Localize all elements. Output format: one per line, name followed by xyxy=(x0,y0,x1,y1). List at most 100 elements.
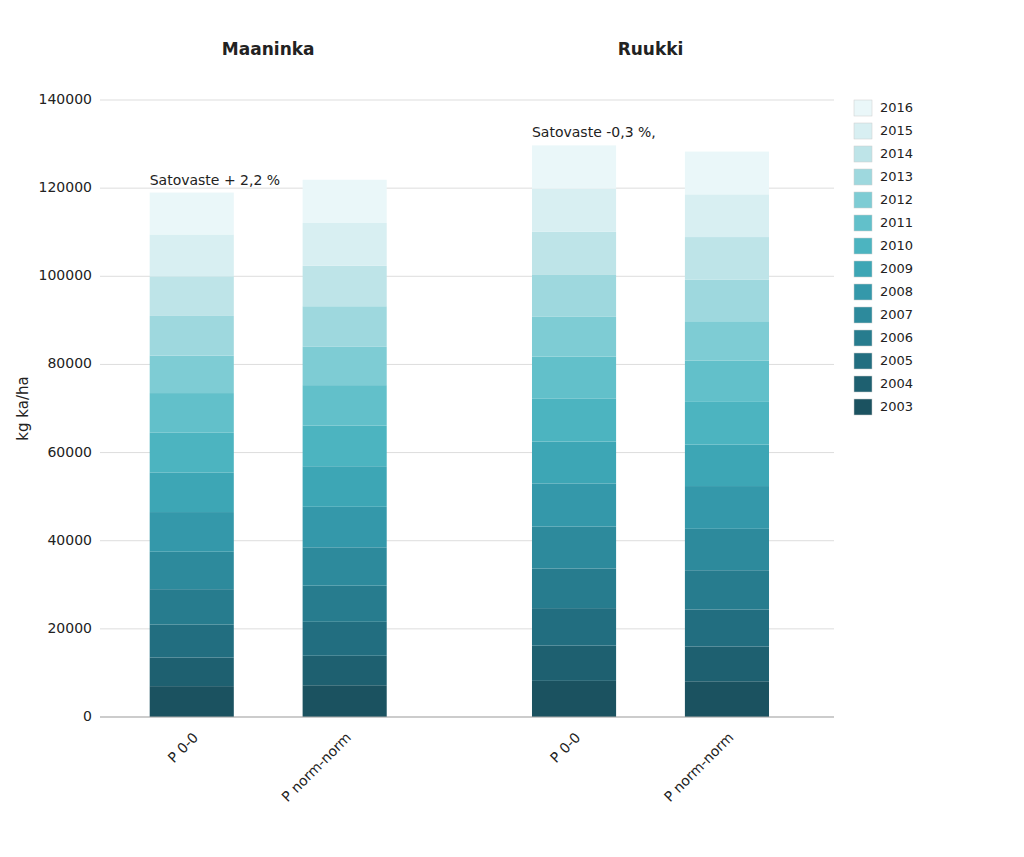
chart: 0 20000 40000 60000 80000 100000 120000 140000 P… xyxy=(0,0,1024,857)
legend-swatch xyxy=(854,146,872,162)
bar-segment xyxy=(685,529,769,570)
bar-segment xyxy=(303,656,387,686)
bar-segment xyxy=(685,445,769,486)
bar-segment xyxy=(150,234,234,276)
legend-label: 2005 xyxy=(880,353,913,368)
bar-segment xyxy=(303,685,387,717)
bar-segment xyxy=(532,442,616,484)
legend: 2016201520142013201220112010200920082007… xyxy=(854,100,913,416)
legend-swatch xyxy=(854,169,872,185)
legend-swatch xyxy=(854,353,872,369)
y-tick-label: 0 xyxy=(83,708,92,724)
bar-segment xyxy=(303,223,387,266)
legend-swatch xyxy=(854,100,872,116)
y-tick-label: 140000 xyxy=(39,91,92,107)
bar-segment xyxy=(150,686,234,717)
legend-swatch xyxy=(854,123,872,139)
bar-segment xyxy=(150,276,234,316)
bar-segment xyxy=(685,280,769,321)
y-tick-label: 120000 xyxy=(39,179,92,195)
legend-swatch xyxy=(854,399,872,415)
bar-segment xyxy=(150,433,234,473)
grid-line xyxy=(100,717,834,718)
bar-segment xyxy=(532,356,616,398)
grid-line xyxy=(100,100,834,101)
bar-segment xyxy=(685,646,769,681)
legend-label: 2009 xyxy=(880,261,913,276)
group-label: Maaninka xyxy=(222,39,315,59)
y-tick-label: 60000 xyxy=(47,444,92,460)
legend-label: 2010 xyxy=(880,238,913,253)
bar-segment xyxy=(685,152,769,195)
bar-segment xyxy=(303,622,387,656)
bar-segment xyxy=(532,608,616,645)
y-axis-label: kg ka/ha xyxy=(14,376,32,440)
bar-segment xyxy=(303,180,387,223)
bar-segment xyxy=(303,266,387,307)
annotation: Satovaste + 2,2 % xyxy=(150,172,280,188)
x-tick-label: P norm-norm xyxy=(278,729,354,805)
legend-label: 2008 xyxy=(880,284,913,299)
legend-label: 2012 xyxy=(880,192,913,207)
y-tick-label: 40000 xyxy=(47,532,92,548)
x-axis-line xyxy=(100,717,834,718)
bar-segment xyxy=(150,472,234,512)
annotation: Satovaste -0,3 %, xyxy=(532,124,656,140)
y-tick-label: 20000 xyxy=(47,620,92,636)
bar-segment xyxy=(150,589,234,624)
bar-segment xyxy=(303,306,387,347)
bar-segment xyxy=(532,145,616,188)
bar-segment xyxy=(303,586,387,622)
bar-segment xyxy=(532,232,616,275)
bar-segment xyxy=(685,609,769,646)
bar-segment xyxy=(685,570,769,609)
legend-label: 2003 xyxy=(880,399,913,414)
bar-segment xyxy=(150,512,234,552)
bar-segment xyxy=(532,275,616,317)
bar-segment xyxy=(150,624,234,657)
grid xyxy=(100,100,834,717)
y-tick-label: 100000 xyxy=(39,267,92,283)
bar-segment xyxy=(303,347,387,385)
legend-swatch xyxy=(854,261,872,277)
bar-segment xyxy=(685,402,769,445)
bar-segment xyxy=(303,426,387,467)
bar-segment xyxy=(303,385,387,426)
bar-segment xyxy=(685,681,769,717)
bar-segment xyxy=(532,189,616,232)
bar-segment xyxy=(532,317,616,357)
legend-swatch xyxy=(854,238,872,254)
bar-segment xyxy=(303,466,387,507)
legend-label: 2014 xyxy=(880,146,913,161)
bar-segment xyxy=(532,483,616,526)
group-label: Ruukki xyxy=(618,39,684,59)
bar-segment xyxy=(150,356,234,393)
bar-segment xyxy=(532,527,616,569)
legend-swatch xyxy=(854,307,872,323)
legend-label: 2016 xyxy=(880,100,913,115)
bar-segment xyxy=(685,486,769,529)
bar-segment xyxy=(150,316,234,356)
bar-segment xyxy=(685,321,769,360)
legend-label: 2011 xyxy=(880,215,913,230)
legend-label: 2013 xyxy=(880,169,913,184)
legend-swatch xyxy=(854,192,872,208)
x-tick-label: P norm-norm xyxy=(661,729,737,805)
legend-swatch xyxy=(854,215,872,231)
bar-segment xyxy=(150,658,234,687)
legend-label: 2004 xyxy=(880,376,913,391)
x-tick-label: P 0-0 xyxy=(547,729,584,766)
legend-swatch xyxy=(854,376,872,392)
legend-label: 2015 xyxy=(880,123,913,138)
y-tick-label: 80000 xyxy=(47,355,92,371)
legend-swatch xyxy=(854,330,872,346)
legend-label: 2006 xyxy=(880,330,913,345)
bar-segment xyxy=(303,507,387,548)
legend-swatch xyxy=(854,284,872,300)
bar-segment xyxy=(532,646,616,681)
bar-segment xyxy=(150,393,234,433)
bar-segment xyxy=(150,552,234,589)
bar-segment xyxy=(532,398,616,441)
bar-segment xyxy=(303,547,387,585)
bar-segment xyxy=(532,568,616,608)
